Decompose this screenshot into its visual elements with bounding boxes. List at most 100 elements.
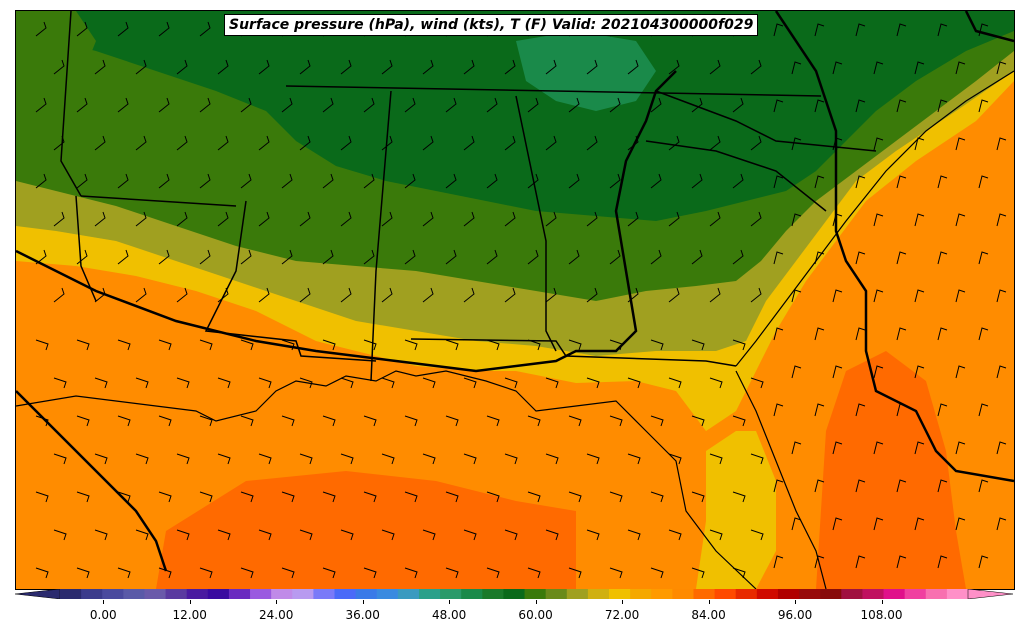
wind-barb (158, 21, 170, 37)
wind-barb (486, 567, 500, 579)
wind-barb (486, 97, 498, 113)
colorbar-extend-high (967, 589, 1013, 599)
wind-barb (322, 415, 336, 427)
wind-barb (955, 365, 966, 379)
wind-barb (299, 287, 311, 303)
wind-barb (732, 173, 744, 189)
colorbar-tick (103, 600, 105, 604)
wind-barb (791, 213, 802, 227)
wind-barb (135, 59, 147, 75)
colorbar-swatch (271, 589, 293, 599)
wind-barb (445, 249, 457, 265)
wind-barb (240, 567, 254, 579)
wind-barb (627, 529, 641, 541)
wind-barb (76, 97, 88, 113)
wind-barb (732, 567, 746, 579)
wind-barb (627, 377, 641, 389)
wind-barb (463, 135, 475, 151)
wind-barb (545, 529, 559, 541)
wind-barb (955, 137, 966, 151)
colorbar-swatch (440, 589, 462, 599)
wind-barb (668, 529, 682, 541)
wind-barb (896, 479, 907, 493)
wind-barb (586, 529, 600, 541)
wind-barb (340, 211, 352, 227)
wind-barb (299, 211, 311, 227)
wind-barb (832, 213, 843, 227)
wind-barb (896, 327, 907, 341)
wind-barb (709, 287, 721, 303)
wind-barb (158, 415, 172, 427)
wind-barb (53, 453, 67, 465)
wind-barb (978, 23, 989, 37)
wind-barb (873, 365, 884, 379)
colorbar-tick (189, 600, 191, 604)
colorbar-swatch (524, 589, 547, 599)
wind-barb (504, 453, 518, 465)
wind-barb (340, 377, 354, 389)
wind-barb (322, 567, 336, 579)
wind-barb (258, 529, 272, 541)
wind-barb (545, 135, 557, 151)
wind-barb (791, 289, 802, 303)
colorbar-tick-label: 72.00 (604, 608, 640, 622)
wind-barb (527, 173, 539, 189)
colorbar-tick (881, 600, 883, 604)
wind-barb (978, 99, 989, 113)
colorbar-swatch (693, 589, 716, 599)
temp-band-orange-dark-atlantic (816, 351, 966, 589)
colorbar-tick-label: 12.00 (172, 608, 207, 622)
wind-barb (896, 99, 907, 113)
border-ms-la (204, 200, 377, 362)
wind-barb (937, 251, 948, 265)
wind-barb (855, 251, 866, 265)
wind-barb (937, 555, 948, 569)
wind-barb (814, 479, 825, 493)
wind-barb (404, 415, 418, 427)
wind-barb (609, 339, 623, 351)
wind-barb (773, 251, 784, 265)
wind-barb (668, 453, 682, 465)
wind-barb (832, 441, 843, 455)
colorbar-swatch (207, 589, 230, 599)
wind-barb (445, 97, 457, 113)
colorbar-swatch (799, 589, 821, 599)
wind-barb (750, 529, 764, 541)
wind-barb (217, 211, 229, 227)
wind-barb (668, 377, 682, 389)
colorbar-tick-label: 48.00 (431, 608, 467, 622)
border-sc-ga (645, 140, 827, 212)
wind-barb (258, 211, 270, 227)
wind-barb (240, 491, 254, 503)
wind-barb (281, 97, 293, 113)
wind-barb (199, 249, 211, 265)
wind-barb (53, 287, 65, 303)
wind-barb (609, 97, 621, 113)
wind-barb (773, 175, 784, 189)
wind-barb (76, 21, 88, 37)
colorbar-tick (795, 600, 797, 604)
colorbar-swatch (630, 589, 652, 599)
wind-barb (914, 61, 925, 75)
wind-barb (896, 251, 907, 265)
map-title: Surface pressure (hPa), wind (kts), T (F… (224, 14, 759, 36)
wind-barb (914, 517, 925, 531)
wind-barb (896, 175, 907, 189)
wind-barb (199, 173, 211, 189)
isobars (16, 11, 1014, 572)
wind-barb (873, 137, 884, 151)
wind-barb (955, 441, 966, 455)
wind-barb (463, 59, 475, 75)
wind-barb (240, 339, 254, 351)
wind-barb (527, 567, 541, 579)
border-ms-al (370, 90, 392, 382)
wind-barb (76, 491, 90, 503)
wind-barb (322, 491, 336, 503)
wind-barb (94, 529, 108, 541)
wind-barb (668, 135, 680, 151)
wind-barb (650, 249, 662, 265)
colorbar-swatch (651, 589, 673, 599)
wind-barb (463, 211, 475, 227)
map-panel (15, 10, 1015, 590)
wind-barb (117, 415, 131, 427)
